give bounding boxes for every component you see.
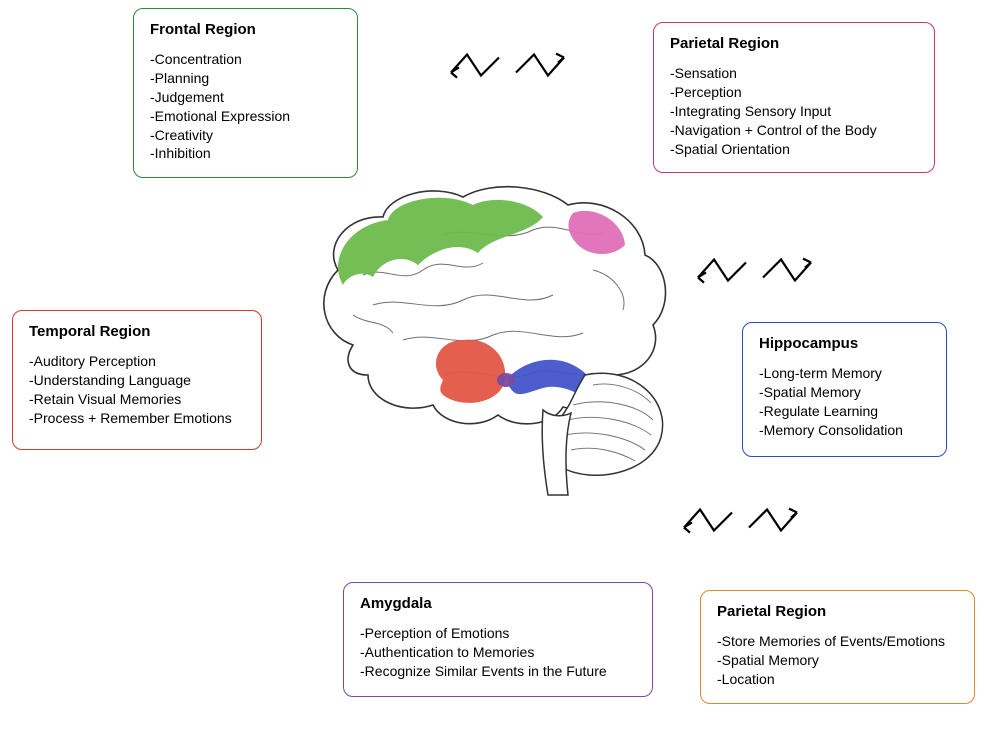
amygdala-highlight: [497, 373, 515, 387]
frontal-title: Frontal Region: [150, 21, 341, 38]
brain-diagram: [293, 175, 693, 505]
temporal-item: Retain Visual Memories: [29, 390, 245, 409]
amygdala-title: Amygdala: [360, 595, 636, 612]
hippocampus-region-box: Hippocampus Long-term MemorySpatial Memo…: [742, 322, 947, 457]
parietal-item: Perception: [670, 83, 918, 102]
amygdala-item: Authentication to Memories: [360, 643, 636, 662]
hippocampus-item: Regulate Learning: [759, 402, 930, 421]
hippocampal-item: Store Memories of Events/Emotions: [717, 632, 958, 651]
hippocampus-item: Long-term Memory: [759, 364, 930, 383]
frontal-item: Concentration: [150, 50, 341, 69]
parietal-title: Parietal Region: [670, 35, 918, 52]
parietal-item: Spatial Orientation: [670, 140, 918, 159]
temporal-item: Auditory Perception: [29, 352, 245, 371]
frontal-item: Creativity: [150, 126, 341, 145]
parietal-item: Navigation + Control of the Body: [670, 121, 918, 140]
frontal-item: Judgement: [150, 88, 341, 107]
hippocampal-title: Parietal Region: [717, 603, 958, 620]
parietal-item: Sensation: [670, 64, 918, 83]
amygdala-items: Perception of EmotionsAuthentication to …: [360, 624, 636, 681]
arrow-low-right: [745, 505, 803, 535]
amygdala-item: Recognize Similar Events in the Future: [360, 662, 636, 681]
parietal-item: Integrating Sensory Input: [670, 102, 918, 121]
hippocampal-region-box: Parietal Region Store Memories of Events…: [700, 590, 975, 704]
hippocampus-items: Long-term MemorySpatial MemoryRegulate L…: [759, 364, 930, 440]
hippocampal-item: Location: [717, 670, 958, 689]
arrow-top-right: [512, 50, 570, 80]
frontal-item: Emotional Expression: [150, 107, 341, 126]
temporal-items: Auditory PerceptionUnderstanding Languag…: [29, 352, 245, 428]
frontal-item: Inhibition: [150, 144, 341, 163]
temporal-item: Process + Remember Emotions: [29, 409, 245, 428]
temporal-region-box: Temporal Region Auditory PerceptionUnder…: [12, 310, 262, 450]
frontal-items: ConcentrationPlanningJudgementEmotional …: [150, 50, 341, 163]
hippocampus-title: Hippocampus: [759, 335, 930, 352]
brainstem: [542, 410, 571, 495]
hippocampus-item: Memory Consolidation: [759, 421, 930, 440]
brain-svg: [293, 175, 693, 505]
temporal-title: Temporal Region: [29, 323, 245, 340]
frontal-region-box: Frontal Region ConcentrationPlanningJudg…: [133, 8, 358, 178]
parietal-region-box: Parietal Region SensationPerceptionInteg…: [653, 22, 935, 173]
parietal-items: SensationPerceptionIntegrating Sensory I…: [670, 64, 918, 158]
hippocampal-item: Spatial Memory: [717, 651, 958, 670]
frontal-item: Planning: [150, 69, 341, 88]
arrow-low-left: [678, 505, 736, 535]
hippocampus-item: Spatial Memory: [759, 383, 930, 402]
arrow-top-left: [445, 50, 503, 80]
temporal-item: Understanding Language: [29, 371, 245, 390]
arrow-mid-left: [692, 255, 750, 285]
hippocampal-items: Store Memories of Events/EmotionsSpatial…: [717, 632, 958, 689]
amygdala-region-box: Amygdala Perception of EmotionsAuthentic…: [343, 582, 653, 697]
arrow-mid-right: [759, 255, 817, 285]
amygdala-item: Perception of Emotions: [360, 624, 636, 643]
